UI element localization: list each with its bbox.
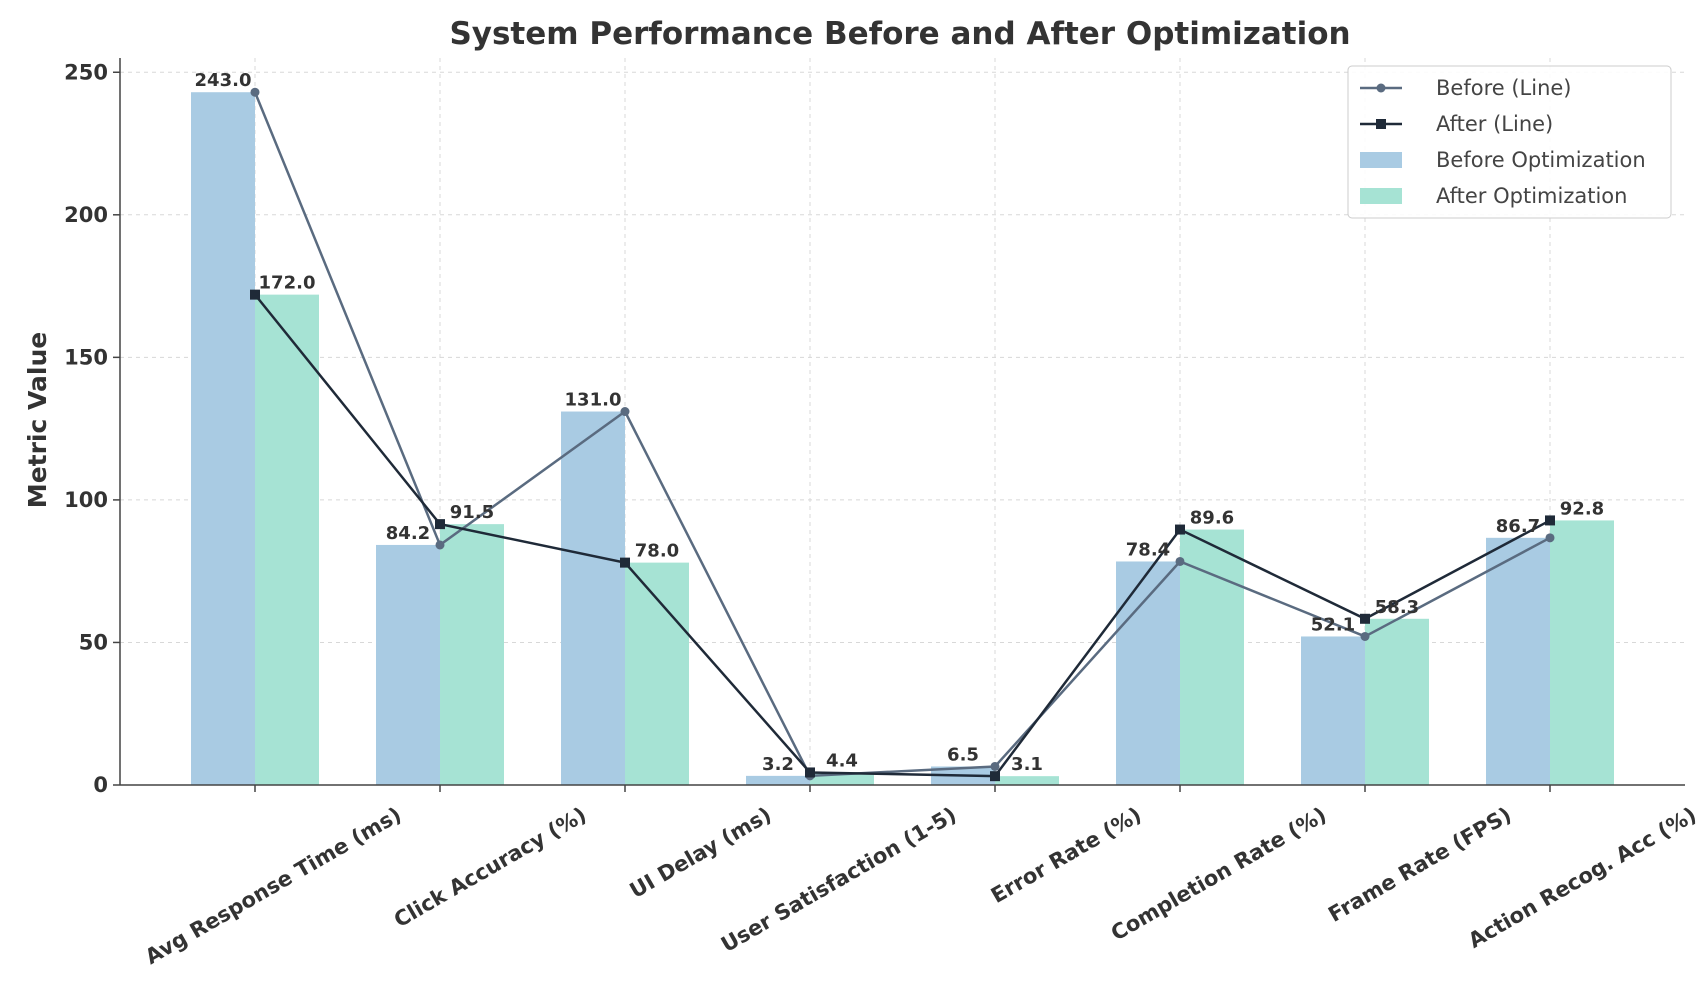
data-label-after: 58.3 [1375,597,1419,618]
data-label-after: 89.6 [1190,508,1234,529]
point-before [435,540,445,550]
point-after [620,557,630,568]
point-after [1545,515,1555,526]
legend-label: Before (Line) [1436,76,1572,100]
legend-label: Before Optimization [1436,148,1646,172]
data-label-before: 131.0 [565,390,622,411]
bar-after [995,776,1059,785]
bar-after [255,294,319,785]
data-label-before: 84.2 [386,523,430,544]
data-label-after: 172.0 [259,273,316,294]
point-before [620,407,630,417]
bar-before [376,544,440,785]
point-after [1360,613,1370,624]
x-ticks-group: Avg Response Time (ms)Click Accuracy (%)… [141,785,1700,969]
bars-group [191,92,1614,785]
legend-marker-square [1376,119,1386,129]
bar-before [191,92,255,785]
y-tick-label: 150 [64,345,108,369]
y-tick-label: 200 [64,203,108,227]
point-before [990,761,1000,771]
point-after [805,767,815,778]
point-after [1175,524,1185,535]
axes-group [119,58,1685,786]
y-tick-label: 50 [79,630,108,654]
bar-after [1365,618,1429,785]
chart-title: System Performance Before and After Opti… [449,16,1350,52]
y-tick-label: 0 [93,773,108,797]
data-label-after: 78.0 [635,541,679,562]
bar-after [625,562,689,785]
point-after [250,289,260,300]
data-label-after: 4.4 [826,750,858,771]
legend-box [1347,65,1672,219]
bar-before [1486,537,1550,785]
legend-marker-circle [1376,83,1386,93]
data-label-after: 3.1 [1011,754,1043,775]
bar-after [440,524,504,785]
y-ticks-group: 0 50 100 150 200 250 [64,60,120,797]
bar-after [1180,529,1244,785]
bar-before [1301,636,1365,785]
x-tick-label: UI Delay (ms) [626,803,776,903]
legend-swatch [1360,152,1402,168]
line-before [253,91,1551,778]
legend-label: After (Line) [1436,112,1553,136]
data-label-after: 91.5 [450,502,494,523]
data-label-before: 78.4 [1126,539,1170,560]
point-before [250,87,260,97]
bar-before [561,411,625,785]
data-label-before: 243.0 [195,70,252,91]
lines-group [250,87,1555,782]
point-after [435,519,445,530]
point-before [1360,631,1370,641]
x-tick-label: Error Rate (%) [987,803,1146,908]
x-tick-label: Frame Rate (FPS) [1324,803,1515,927]
point-before [1545,533,1555,543]
data-label-before: 86.7 [1496,516,1540,537]
y-tick-label: 250 [64,60,108,84]
legend-label: After Optimization [1436,184,1627,208]
y-tick-label: 100 [64,488,108,512]
legend-swatch [1360,188,1402,204]
legend: Before (Line) After (Line) Before Optimiza… [1347,65,1672,219]
bar-after [1550,520,1614,785]
data-label-before: 6.5 [947,744,979,765]
data-label-after: 92.8 [1560,498,1604,519]
data-label-before: 52.1 [1311,614,1355,635]
y-axis-label: Metric Value [23,332,52,508]
point-before [1175,556,1185,566]
line-after [254,293,1551,778]
data-labels-group: 243.0 172.0 84.2 91.5 131.0 78.0 3.2 4.4 6.5 3.1 7… [195,70,1605,775]
bar-before [1116,561,1180,785]
point-after [990,771,1000,782]
data-label-before: 3.2 [762,754,794,775]
bar-before [746,775,810,785]
x-tick-label: Click Accuracy (%) [390,803,591,933]
x-tick-label: Avg Response Time (ms) [141,803,405,970]
